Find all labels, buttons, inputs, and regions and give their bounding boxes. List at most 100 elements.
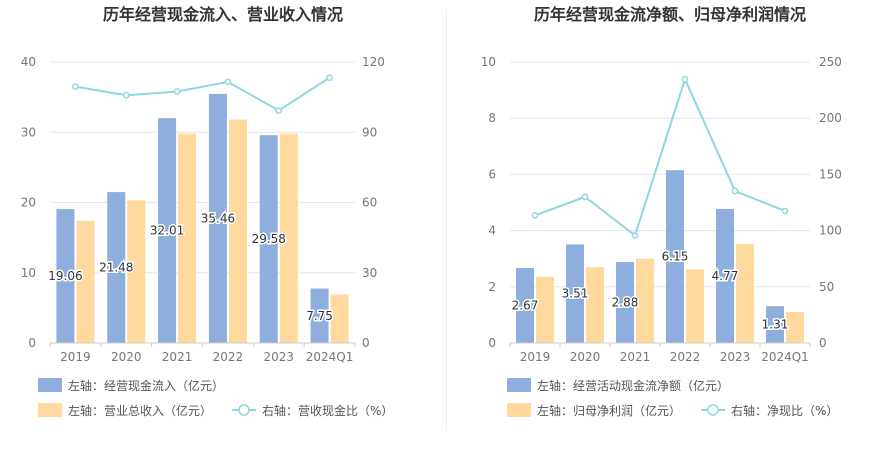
ratio-point (275, 107, 283, 114)
legend-label: 右轴：净现比（%） (731, 403, 838, 418)
bar-secondary (127, 200, 146, 343)
bar-primary (208, 93, 227, 344)
ratio-point (122, 91, 130, 99)
bar-secondary (76, 220, 95, 343)
x-tick-label: 2020 (570, 350, 601, 364)
y-left-tick-label: 0 (488, 336, 496, 350)
legend-swatch (38, 378, 62, 392)
ratio-line (534, 76, 786, 238)
bar-secondary (786, 312, 804, 343)
bar-secondary (536, 276, 554, 343)
bar-primary (666, 170, 684, 343)
ratio-point (631, 232, 639, 239)
y-left-tick-label: 30 (21, 125, 36, 139)
bar-primary (766, 306, 784, 343)
legend-label: 右轴：营收现金比（%） (262, 403, 393, 418)
ratio-line (75, 76, 331, 112)
chart-svg: 历年经营现金流入、营业收入情况 0 10 20 30 40 0 30 60 90 120 2019 20… (21, 5, 394, 418)
ratio-point (781, 207, 789, 215)
bar-primary (516, 267, 534, 343)
y-right-tick-label: 0 (362, 336, 370, 350)
x-tick-label: 2022 (213, 350, 244, 364)
legend-label: 左轴：营业总收入（亿元） (68, 403, 212, 418)
y-right-tick-label: 150 (819, 167, 842, 181)
chart-panel-cash-inflow-revenue: 历年经营现金流入、营业收入情况 0 10 20 30 40 0 30 60 90 120 2019 20… (0, 0, 446, 458)
legend-label: 左轴：经营现金流入（亿元） (68, 378, 224, 393)
chart-svg: 历年经营现金流净额、归母净利润情况02468100501001502002502… (481, 5, 842, 418)
data-label: 4.77 (712, 269, 739, 283)
legend-label: 左轴：归母净利润（亿元） (537, 403, 681, 418)
data-label: 6.15 (662, 250, 689, 264)
ratio-point (681, 75, 689, 83)
y-right-tick-label: 250 (819, 55, 842, 69)
x-tick-label: 2021 (162, 350, 193, 364)
legend-swatch (507, 378, 531, 392)
ratio-point (173, 88, 181, 95)
x-tick-label: 2023 (263, 350, 294, 364)
ratio-point (731, 187, 739, 195)
bar-primary (616, 262, 634, 343)
bar-primary (716, 208, 734, 343)
y-left-tick-label: 0 (28, 336, 36, 350)
bar-primary (107, 192, 126, 343)
y-right-tick-label: 30 (362, 266, 377, 280)
data-label: 7.75 (306, 309, 333, 323)
y-left-tick-label: 2 (488, 280, 496, 294)
data-label: 21.48 (99, 261, 133, 275)
y-right-tick-label: 90 (362, 125, 377, 139)
ratio-point (326, 74, 333, 82)
bar-secondary (178, 133, 197, 343)
ratio-point (581, 193, 589, 201)
chart-title: 历年经营现金流入、营业收入情况 (103, 5, 343, 24)
bar-secondary (686, 269, 704, 343)
legend-swatch (38, 403, 62, 417)
y-right-tick-label: 0 (819, 336, 827, 350)
ratio-point (531, 212, 539, 219)
data-label: 32.01 (150, 224, 184, 238)
y-right-tick-label: 100 (819, 224, 842, 238)
panel-divider (446, 10, 447, 430)
y-right-tick-label: 50 (819, 280, 834, 294)
x-tick-label: 2024Q1 (761, 350, 809, 364)
chart-title: 历年经营现金流净额、归母净利润情况 (534, 5, 806, 24)
bar-secondary (736, 244, 754, 343)
bar-primary (56, 209, 75, 343)
data-label: 29.58 (252, 232, 286, 246)
data-label: 3.51 (562, 287, 589, 301)
y-left-tick-label: 40 (21, 55, 36, 69)
bar-secondary (228, 119, 247, 343)
data-label: 19.06 (48, 269, 82, 283)
y-left-tick-label: 20 (21, 196, 36, 210)
data-label: 1.31 (762, 318, 789, 332)
ratio-point (72, 83, 79, 90)
y-right-tick-label: 60 (362, 196, 377, 210)
y-left-tick-label: 4 (488, 224, 496, 238)
data-label: 35.46 (201, 211, 235, 225)
chart-panel-net-cash-profit: 历年经营现金流净额、归母净利润情况 0 2 4 6 8 10 0 50 100 150 200 250 2… (447, 0, 893, 458)
legend-label: 左轴：经营活动现金流净额（亿元） (537, 378, 729, 393)
legend-swatch-marker (707, 404, 719, 416)
x-tick-label: 2021 (620, 350, 651, 364)
bar-primary (158, 118, 177, 343)
bar-primary (566, 244, 584, 343)
bar-secondary (636, 258, 654, 343)
y-left-tick-label: 10 (481, 55, 496, 69)
legend-swatch (507, 403, 531, 417)
bar-primary (259, 135, 278, 343)
x-tick-label: 2022 (670, 350, 701, 364)
data-label: 2.67 (512, 298, 539, 312)
legend-swatch-marker (238, 404, 250, 416)
data-label: 2.88 (612, 296, 639, 310)
bar-secondary (586, 267, 604, 343)
bar-secondary (279, 133, 298, 343)
y-left-tick-label: 6 (488, 167, 496, 181)
y-right-tick-label: 200 (819, 111, 842, 125)
bar-primary (310, 288, 329, 343)
x-tick-label: 2023 (720, 350, 751, 364)
x-tick-label: 2020 (111, 350, 142, 364)
x-tick-label: 2024Q1 (306, 350, 354, 364)
x-tick-label: 2019 (520, 350, 551, 364)
x-tick-label: 2019 (60, 350, 91, 364)
ratio-point (224, 78, 232, 86)
y-right-tick-label: 120 (362, 55, 385, 69)
